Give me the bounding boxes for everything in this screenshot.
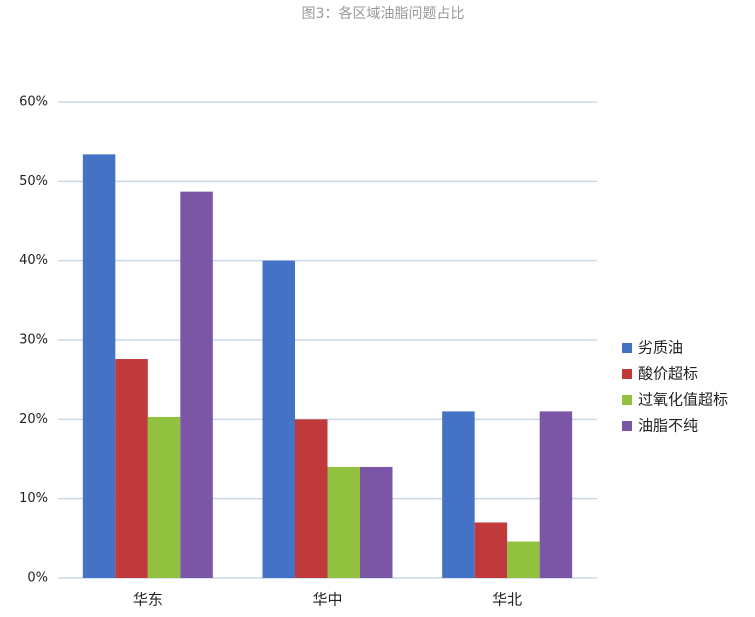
legend-label: 过氧化值超标 <box>638 391 728 409</box>
bar <box>180 191 213 578</box>
y-tick-label: 50% <box>19 174 48 189</box>
x-tick-label: 华北 <box>492 591 522 609</box>
y-tick-label: 60% <box>19 95 48 110</box>
bar <box>262 260 295 578</box>
legend-swatch <box>622 395 632 405</box>
legend-label: 酸价超标 <box>638 365 698 383</box>
legend-swatch <box>622 343 632 353</box>
y-tick-label: 20% <box>19 412 48 427</box>
y-tick-label: 30% <box>19 333 48 348</box>
bar <box>147 416 181 578</box>
bar <box>539 411 573 578</box>
bar <box>82 154 116 579</box>
y-tick-label: 10% <box>19 491 48 506</box>
x-tick-label: 华中 <box>312 591 342 609</box>
bar <box>507 541 540 578</box>
x-tick-label: 华东 <box>133 591 163 609</box>
legend-label: 劣质油 <box>638 339 683 357</box>
legend-swatch <box>622 369 632 379</box>
chart-title: 图3：各区域油脂问题占比 <box>302 6 465 22</box>
legend-swatch <box>622 421 632 431</box>
bar <box>115 359 148 578</box>
bar <box>442 411 475 578</box>
y-tick-label: 40% <box>19 253 48 268</box>
y-tick-label: 0% <box>27 571 48 586</box>
bar <box>295 419 328 578</box>
bar <box>474 522 508 578</box>
bar <box>327 466 360 578</box>
legend-label: 油脂不纯 <box>638 417 698 435</box>
bar <box>360 466 393 578</box>
